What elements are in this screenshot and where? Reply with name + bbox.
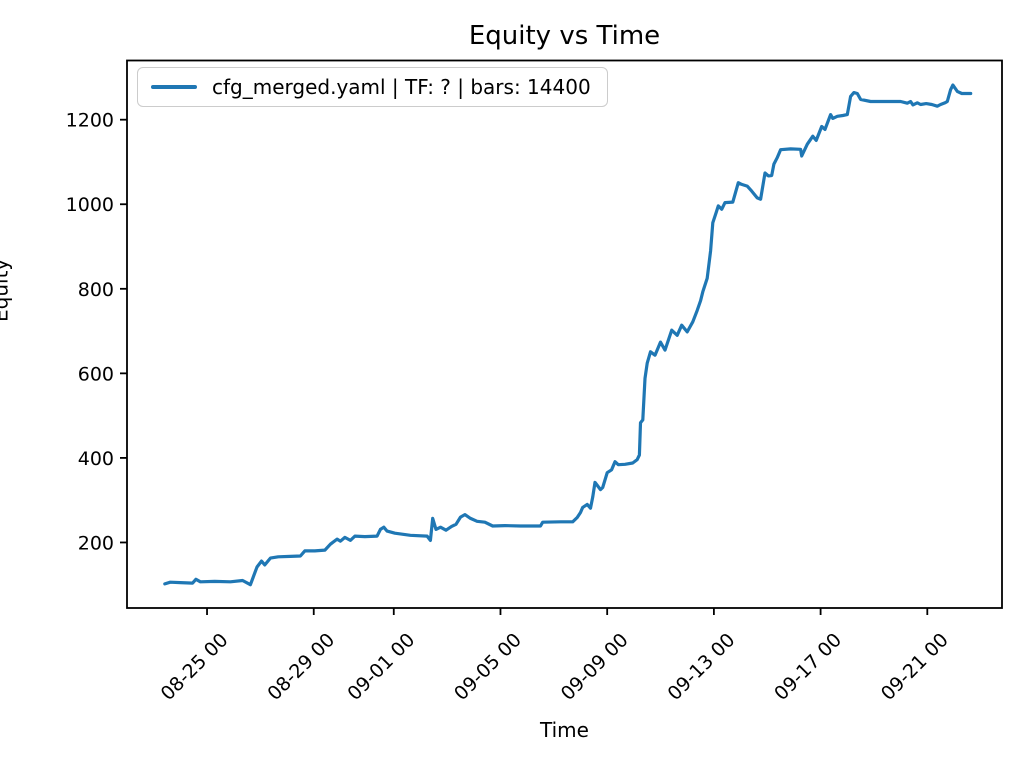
x-tick-label: 09-09 00 [557,629,633,705]
x-tick-label: 08-29 00 [263,629,339,705]
equity-line-group [163,83,973,587]
x-tick-label: 08-25 00 [157,629,233,705]
axes-frame [126,59,1003,609]
legend-label: cfg_merged.yaml | TF: ? | bars: 14400 [212,75,591,99]
x-tick-label: 09-13 00 [663,629,739,705]
legend-line-swatch [151,85,197,89]
x-tick-label: 09-21 00 [877,629,953,705]
x-tick-label: 09-01 00 [343,629,419,705]
y-tick-label: 1000 [66,194,114,216]
x-tick-label: 09-17 00 [770,629,846,705]
x-axis-label: Time [540,718,589,742]
y-tick-label: 800 [78,279,114,301]
x-tick-label: 09-05 00 [450,629,526,705]
chart-title: Equity vs Time [468,21,661,51]
y-tick-label: 600 [78,363,114,385]
y-tick-label: 1200 [66,110,114,132]
axes-spines [126,59,1003,609]
legend: cfg_merged.yaml | TF: ? | bars: 14400 [137,67,608,107]
equity-line [163,83,973,587]
y-tick-label: 200 [78,532,114,554]
y-tick-label: 400 [78,448,114,470]
